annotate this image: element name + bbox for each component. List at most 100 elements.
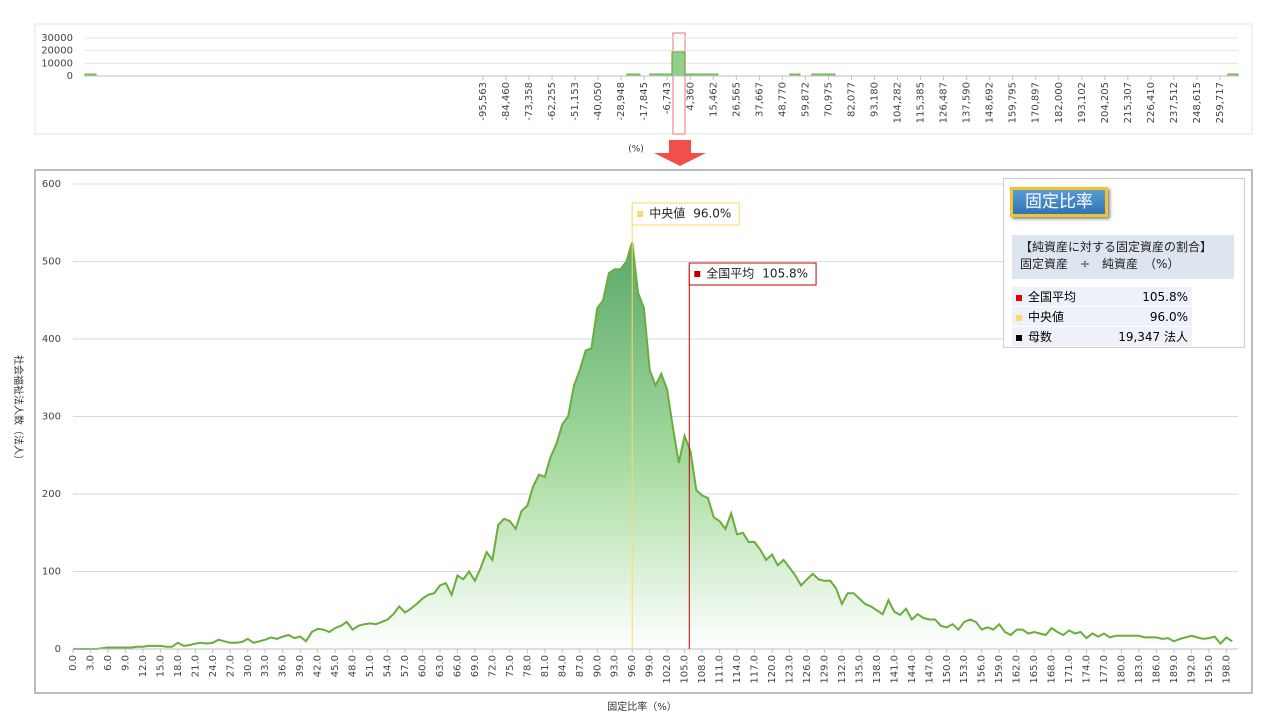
x-tick-label: -73,358	[524, 82, 535, 121]
info-value: 105.8%	[1095, 287, 1192, 307]
x-tick-label: -51,153	[570, 82, 581, 121]
x-tick-label: -62,255	[547, 82, 558, 121]
x-tick-label: 259,717	[1215, 82, 1226, 123]
x-tick-label: 15.0	[155, 655, 166, 677]
x-tick-label: 48,770	[777, 82, 788, 117]
area	[73, 242, 1233, 649]
x-tick-label: 177.0	[1099, 655, 1110, 684]
y-tick-label: 20000	[41, 46, 73, 57]
x-axis-title: 固定比率（%）	[607, 700, 677, 713]
x-tick-label: 159.0	[994, 655, 1005, 684]
info-marker	[1016, 334, 1022, 341]
x-tick-label: 60.0	[418, 655, 429, 677]
x-tick-label: 162.0	[1012, 655, 1023, 684]
y-tick-label: 500	[42, 257, 61, 268]
x-tick-label: 90.0	[592, 655, 603, 677]
x-tick-label: 141.0	[889, 655, 900, 684]
x-tick-label: 132.0	[837, 655, 848, 684]
x-tick-label: 204,205	[1100, 82, 1111, 123]
x-tick-label: 39.0	[295, 655, 306, 677]
x-tick-label: 9.0	[120, 655, 131, 671]
x-tick-label: 26,565	[731, 82, 742, 117]
info-table: 全国平均 105.8% 中央値 96.0% 母数 19,347 法人	[1012, 287, 1192, 347]
annotation-value: 96.0%	[693, 207, 731, 221]
x-tick-label: 42.0	[313, 655, 324, 677]
x-tick-label: 6.0	[103, 655, 114, 671]
info-title: 固定比率	[1010, 187, 1108, 217]
x-tick-label: 189.0	[1169, 655, 1180, 684]
x-tick-label: 193,102	[1077, 82, 1088, 123]
info-cell: 母数	[1012, 326, 1096, 347]
x-tick-label: 15,462	[708, 82, 719, 117]
y-tick-label: 300	[42, 412, 61, 423]
x-tick-label: 171.0	[1064, 655, 1075, 684]
zoom-arrow	[654, 140, 706, 166]
annotation-box	[688, 262, 817, 286]
x-tick-label: 174.0	[1082, 655, 1093, 684]
x-tick-label: -6,743	[662, 82, 673, 114]
info-cell: 全国平均	[1012, 287, 1096, 307]
x-tick-label: 170,897	[1031, 82, 1042, 123]
x-tick-label: 117.0	[750, 655, 761, 684]
x-tick-label: 27.0	[225, 655, 236, 677]
x-tick-label: 63.0	[435, 655, 446, 677]
y-tick-label: 10000	[41, 58, 73, 69]
info-row: 中央値 96.0%	[1012, 306, 1192, 327]
x-tick-label: 72.0	[487, 655, 498, 677]
x-tick-label: 51.0	[365, 655, 376, 677]
x-tick-label: 165.0	[1029, 655, 1040, 684]
info-row: 全国平均 105.8%	[1012, 287, 1192, 307]
x-tick-label: 215,307	[1123, 82, 1134, 123]
x-tick-label: 21.0	[190, 655, 201, 677]
x-tick-label: 0.0	[68, 655, 79, 671]
x-tick-label: 138.0	[872, 655, 883, 684]
x-tick-label: 114.0	[732, 655, 743, 684]
x-tick-label: 93,180	[870, 82, 881, 117]
x-tick-label: 84.0	[557, 655, 568, 677]
x-tick-label: 4,360	[685, 82, 696, 111]
x-tick-label: 226,410	[1146, 82, 1157, 123]
x-tick-label: 123.0	[784, 655, 795, 684]
y-tick-label: 30000	[41, 33, 73, 44]
x-tick-label: 54.0	[383, 655, 394, 677]
x-tick-label: 120.0	[767, 655, 778, 684]
x-tick-label: 105.0	[680, 655, 691, 684]
x-tick-label: 168.0	[1047, 655, 1058, 684]
y-tick-label: 0	[55, 644, 61, 655]
x-tick-label: 195.0	[1204, 655, 1215, 684]
x-tick-label: 126,487	[939, 82, 950, 123]
y-tick-label: 100	[42, 567, 61, 578]
description-line: 【純資産に対する固定資産の割合】	[1020, 240, 1213, 254]
info-cell: 中央値	[1012, 306, 1096, 327]
overview-frame	[34, 23, 1253, 135]
y-tick-label: 600	[42, 179, 61, 190]
info-value: 19,347 法人	[1095, 326, 1192, 347]
x-tick-label: 144.0	[907, 655, 918, 684]
info-label: 中央値	[1028, 310, 1065, 324]
y-tick-label: 200	[42, 489, 61, 500]
x-tick-label: 182,000	[1054, 82, 1065, 123]
x-tick-label: 115,385	[916, 82, 927, 123]
annotation-box	[631, 202, 740, 226]
x-tick-label: -84,460	[501, 82, 512, 121]
x-tick-label: 186.0	[1151, 655, 1162, 684]
x-tick-label: 99.0	[645, 655, 656, 677]
x-tick-label: 150.0	[942, 655, 953, 684]
x-tick-label: 59,872	[800, 82, 811, 117]
x-tick-label: 18.0	[173, 655, 184, 677]
x-tick-label: 183.0	[1134, 655, 1145, 684]
x-tick-label: 153.0	[959, 655, 970, 684]
x-tick-label: 66.0	[452, 655, 463, 677]
x-tick-label: 87.0	[575, 655, 586, 677]
x-tick-label: 70,975	[823, 82, 834, 117]
x-tick-label: 156.0	[977, 655, 988, 684]
x-tick-label: 102.0	[662, 655, 673, 684]
x-tick-label: 126.0	[802, 655, 813, 684]
info-value: 96.0%	[1095, 306, 1192, 327]
x-tick-label: -17,845	[639, 82, 650, 121]
x-tick-label: 30.0	[243, 655, 254, 677]
x-tick-label: 147.0	[924, 655, 935, 684]
